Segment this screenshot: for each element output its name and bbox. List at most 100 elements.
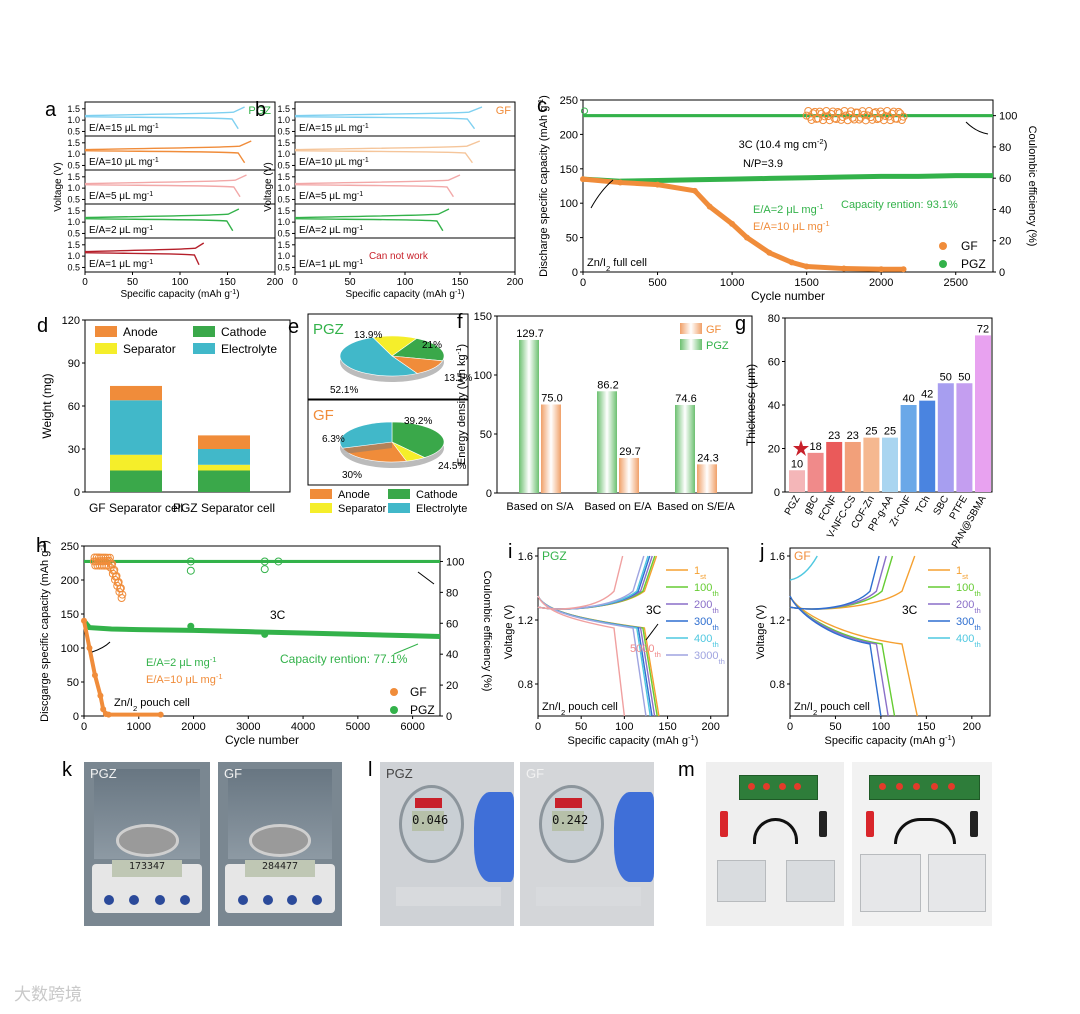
category-label: Based on S/A [506, 501, 574, 513]
star-icon [793, 440, 809, 456]
panel-label-i: i [508, 541, 512, 563]
value-label: 75.0 [541, 393, 562, 405]
capacity-series-pgz [82, 619, 441, 639]
photo-pouch-pgz [706, 762, 844, 926]
led-board [868, 775, 980, 801]
legend-label: 3000th [694, 650, 725, 666]
x-tick-label: 150 [917, 721, 935, 733]
thickness-bar [919, 400, 936, 492]
bar-segment-anode [110, 385, 162, 401]
pie-percent-label: 6.3% [322, 434, 345, 445]
y-axis-label: Voltage (V) [503, 605, 515, 659]
charge-curve [84, 208, 240, 219]
legend-label: 200th [956, 599, 981, 615]
y-tick-label: 150 [560, 164, 578, 176]
row-label: E/A=5 μL mg-1 [299, 191, 363, 203]
y-tick-label: 120 [62, 315, 80, 327]
capacity-point-gf [86, 645, 93, 651]
y-tick-label: 1.6 [518, 551, 533, 563]
y-tick-label: 0.5 [277, 126, 290, 136]
panel-label-b: b [255, 99, 266, 121]
legend-label: 400th [956, 633, 981, 649]
plot-frame [537, 547, 729, 717]
discharge-curve [84, 252, 200, 266]
x-axis-label: Specific capacity (mAh g-1) [120, 289, 239, 301]
annotation-rate: 3C (10.4 mg cm-2) [739, 137, 828, 152]
row-label: E/A=10 μL mg-1 [299, 157, 369, 169]
annotation-cell: Zn/I2 pouch cell [114, 697, 190, 713]
category-label: Based on E/A [584, 501, 652, 513]
x-tick-label: 100 [872, 721, 890, 733]
panel-label-k: k [62, 759, 73, 781]
clip [819, 811, 828, 838]
y-tick-label: 1.0 [277, 217, 290, 227]
capacity-point-gf [617, 179, 624, 186]
legend-swatch [388, 489, 410, 499]
value-label: 74.6 [675, 393, 696, 405]
discharge-curve [789, 595, 882, 717]
x-tick-label: 100 [615, 721, 633, 733]
y2-tick-label: 0 [999, 267, 1005, 279]
y-tick-label: 0 [572, 267, 578, 279]
x-axis-label: Cycle number [225, 733, 299, 747]
charge-curve [84, 242, 205, 253]
charge-curve [84, 174, 247, 185]
panel-label-a: a [45, 99, 57, 121]
legend-label: Anode [338, 489, 370, 501]
pie-percent-label: 30% [342, 470, 362, 481]
y2-tick-label: 80 [999, 142, 1011, 154]
legend-swatch-gf [680, 323, 702, 334]
y-tick-label: 1.5 [277, 104, 290, 114]
y-axis-label: Thickness (μm) [744, 364, 758, 446]
bar-pgz [519, 339, 539, 493]
value-label: 129.7 [516, 328, 544, 340]
thickness-bar [900, 405, 917, 492]
x-tick-label: 100 [172, 277, 189, 288]
x-tick-label: 200 [507, 277, 524, 288]
annotation-ea10: E/A=10 μL mg-1 [146, 672, 223, 687]
x-axis-label: Specific capacity (mAh g-1) [345, 289, 464, 301]
value-label: 23 [828, 430, 840, 442]
x-tick-label: 0 [81, 721, 87, 733]
discharge-curve [537, 595, 626, 717]
y-tick-label: 0.5 [277, 262, 290, 272]
y-tick-label: 1.0 [67, 251, 80, 261]
arrow-5000th [645, 623, 659, 641]
y-tick-label: 0.5 [277, 228, 290, 238]
plot-frame [83, 545, 441, 717]
x-tick-label: 1000 [127, 721, 151, 733]
y-tick-label: 150 [474, 311, 492, 323]
x-tick-label: 5000 [346, 721, 370, 733]
y-tick-label: 1.2 [518, 615, 533, 627]
discharge-curve [294, 184, 454, 198]
caliper-brand [414, 798, 442, 808]
thickness-bar [937, 383, 954, 492]
bar-gf [619, 457, 639, 493]
y-tick-label: 40 [768, 400, 780, 412]
y-tick-label: 50 [566, 233, 578, 245]
legend-swatch [310, 503, 332, 513]
y-tick-label: 1.5 [277, 138, 290, 148]
legend-swatch [193, 343, 215, 354]
photo-label: GF [224, 766, 243, 781]
legend-label: Cathode [416, 489, 458, 501]
balance-pan [115, 824, 179, 857]
discharge-curve [84, 116, 239, 130]
pie-title-gf: GF [313, 407, 334, 424]
x-axis-label: Specific capacity (mAh g-1) [568, 733, 699, 748]
y-tick-label: 100 [474, 370, 492, 382]
y-tick-label: 1.0 [277, 149, 290, 159]
category-label: TCh [914, 494, 933, 516]
y-tick-label: 1.5 [67, 172, 80, 182]
pie-percent-label: 52.1% [330, 385, 358, 396]
balance-pan [249, 824, 311, 857]
pie-frame-pgz [307, 313, 469, 400]
x-tick-label: 0 [535, 721, 541, 733]
discharge-curve [84, 150, 246, 164]
pie-percent-label: 13.1% [444, 373, 472, 384]
wire [894, 817, 956, 844]
legend-marker-gf [939, 242, 947, 250]
y-tick-label: 1.0 [67, 149, 80, 159]
y-axis-label: Weight (mg) [40, 373, 54, 438]
discharge-curve [294, 116, 476, 130]
